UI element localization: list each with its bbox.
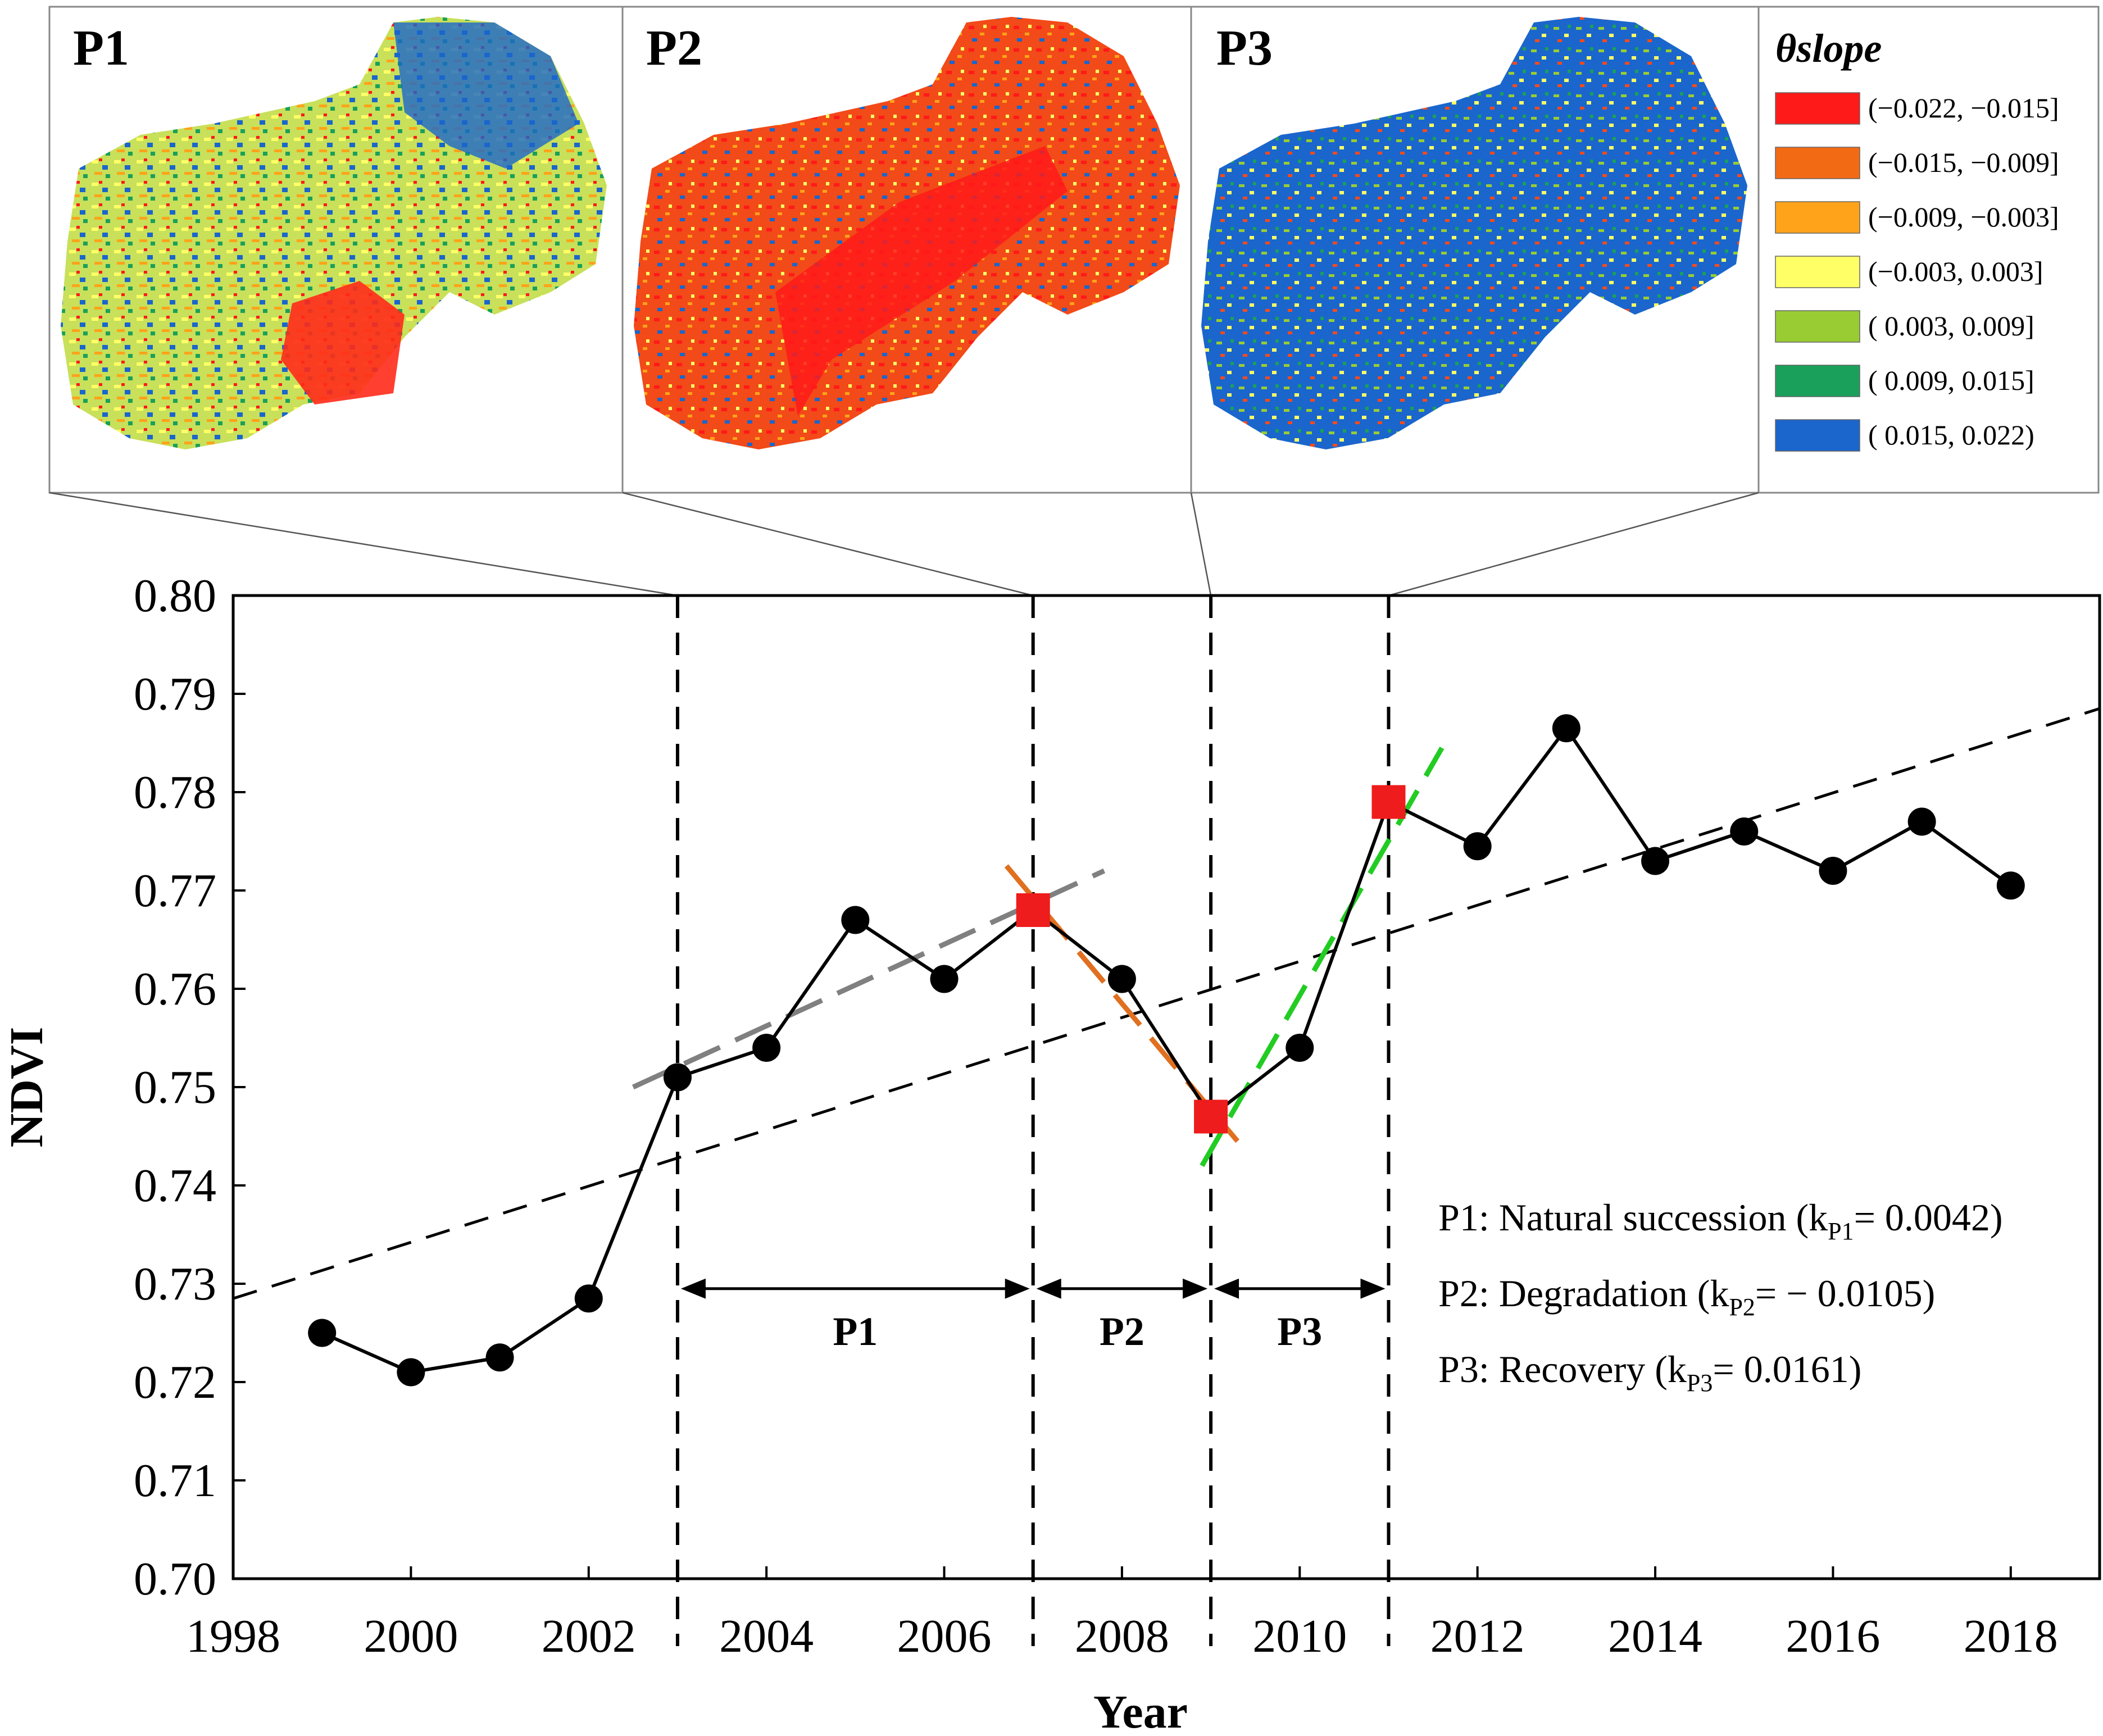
period-dividers	[675, 596, 1391, 1646]
legend-label-4: ( 0.003, 0.009]	[1868, 310, 2034, 342]
ndvi-point-2000	[397, 1358, 425, 1387]
y-tick-label-0: 0.70	[134, 1553, 216, 1605]
x-tick-label-10: 2018	[1964, 1610, 2058, 1662]
connector-line-0	[49, 492, 678, 597]
ndvi-point-2001	[485, 1343, 514, 1372]
ndvi-point-2016	[1819, 857, 1847, 885]
period-label-p3: P3	[1277, 1309, 1322, 1354]
ndvi-point-2012	[1463, 832, 1492, 861]
ndvi-point-2004	[752, 1034, 781, 1062]
legend-frame	[1757, 6, 2100, 494]
p3-slope-map-icon	[1201, 17, 1747, 449]
breakpoint-2007	[1016, 893, 1050, 927]
period-label-p1: P1	[833, 1309, 878, 1354]
legend-swatch-6	[1775, 419, 1860, 452]
y-tick-label-8: 0.78	[134, 766, 216, 819]
breakpoint-2009	[1194, 1099, 1228, 1134]
x-tick-label-8: 2014	[1608, 1610, 1702, 1662]
annotation-2: P2: Degradation (kP2= − 0.0105)	[1438, 1272, 1935, 1321]
y-tick-label-9: 0.79	[134, 668, 216, 720]
x-tick-label-3: 2004	[719, 1610, 814, 1662]
connector-line-3	[1388, 492, 1759, 597]
p1-slope-map-icon	[61, 17, 607, 449]
x-axis-ticks: 1998 2000 2002 2004 2006 2008 2010 2012 2014 2016…	[186, 1566, 2058, 1662]
ndvi-point-2013	[1552, 714, 1580, 743]
legend-label-1: (−0.015, −0.009]	[1868, 147, 2059, 178]
legend-swatch-4	[1775, 310, 1860, 343]
ndvi-point-2017	[1907, 807, 1936, 836]
period-arrow-head-left-2	[1214, 1278, 1239, 1299]
x-tick-label-6: 2010	[1252, 1610, 1347, 1662]
x-tick-label-0: 1998	[186, 1610, 280, 1662]
ndvi-line	[321, 725, 2012, 1374]
y-tick-label-1: 0.71	[134, 1455, 216, 1507]
ndvi-point-2003	[663, 1063, 692, 1092]
ndvi-point-2015	[1730, 817, 1759, 846]
period-arrow-head-right-1	[1183, 1278, 1208, 1299]
breakpoint-markers	[1016, 785, 1406, 1134]
legend-swatch-0	[1775, 92, 1860, 125]
x-tick-label-1: 2000	[364, 1610, 458, 1662]
legend-label-5: ( 0.009, 0.015]	[1868, 365, 2034, 396]
legend-label-3: (−0.003, 0.003]	[1868, 256, 2043, 287]
x-tick-label-7: 2012	[1430, 1610, 1525, 1662]
breakpoint-2011	[1371, 785, 1406, 819]
y-tick-label-2: 0.72	[134, 1356, 216, 1408]
ndvi-point-2010	[1286, 1034, 1314, 1062]
ndvi-point-2018	[1996, 871, 2025, 900]
legend-swatch-5	[1775, 365, 1860, 397]
period-arrows: P1 P2 P3	[680, 1278, 1386, 1354]
annotation-3: P3: Recovery (kP3= 0.0161)	[1438, 1348, 1861, 1397]
ndvi-point-2008	[1107, 965, 1136, 993]
plot-area-frame	[231, 594, 2101, 1580]
x-tick-label-9: 2016	[1786, 1610, 1880, 1662]
ndvi-chart: 0.70 0.71 0.72 0.73 0.74 0.75 0.76 0.77 0.78 0.79…	[1, 570, 2101, 1736]
x-tick-label-2: 2002	[542, 1610, 636, 1662]
legend-title: θslope	[1775, 26, 1882, 71]
legend-swatch-1	[1775, 147, 1860, 179]
connector-line-1	[622, 492, 1034, 597]
y-tick-label-6: 0.76	[134, 963, 216, 1015]
y-axis-ticks: 0.70 0.71 0.72 0.73 0.74 0.75 0.76 0.77 0.78 0.79…	[134, 570, 246, 1605]
legend-label-2: (−0.009, −0.003]	[1868, 201, 2059, 233]
map-title-p1: P1	[73, 20, 129, 76]
y-tick-label-5: 0.75	[134, 1061, 216, 1114]
y-tick-label-3: 0.73	[134, 1258, 216, 1310]
period-arrow-head-left-0	[680, 1278, 706, 1299]
ndvi-point-2002	[574, 1284, 603, 1313]
period-arrow-head-right-0	[1005, 1278, 1030, 1299]
ndvi-point-2014	[1641, 847, 1670, 875]
ndvi-series	[308, 714, 2025, 1387]
slope-legend: θslope (−0.022, −0.015] (−0.015, −0.009] (…	[1775, 26, 2059, 452]
y-tick-label-7: 0.77	[134, 865, 216, 917]
legend-swatch-3	[1775, 256, 1860, 288]
y-tick-label-10: 0.80	[134, 570, 216, 622]
ndvi-point-1999	[308, 1319, 337, 1347]
period-annotations: P1: Natural succession (kP1= 0.0042) P2: …	[1438, 1196, 2003, 1397]
connector-line-2	[1190, 492, 1212, 596]
period-arrow-head-left-1	[1036, 1278, 1061, 1299]
map-title-p2: P2	[646, 20, 702, 76]
ndvi-point-2005	[841, 906, 870, 934]
y-tick-label-4: 0.74	[134, 1160, 216, 1212]
legend-label-6: ( 0.015, 0.022)	[1868, 419, 2034, 451]
x-tick-label-4: 2006	[897, 1610, 992, 1662]
period-arrow-head-right-2	[1360, 1278, 1386, 1299]
map-panels: P1 P2 P3	[48, 6, 2100, 494]
ndvi-point-2006	[930, 965, 959, 993]
y-axis-label: NDVI	[1, 1027, 53, 1148]
period-label-p2: P2	[1100, 1309, 1144, 1354]
legend-label-0: (−0.022, −0.015]	[1868, 92, 2059, 124]
x-axis-label: Year	[1093, 1686, 1188, 1736]
overall-trend-line	[233, 707, 2100, 1300]
x-tick-label-5: 2008	[1075, 1610, 1169, 1662]
p2-slope-map-icon	[634, 17, 1180, 449]
map-title-p3: P3	[1216, 20, 1273, 76]
map-connectors	[49, 492, 1759, 597]
annotation-1: P1: Natural succession (kP1= 0.0042)	[1438, 1196, 2003, 1245]
legend-swatch-2	[1775, 201, 1860, 234]
